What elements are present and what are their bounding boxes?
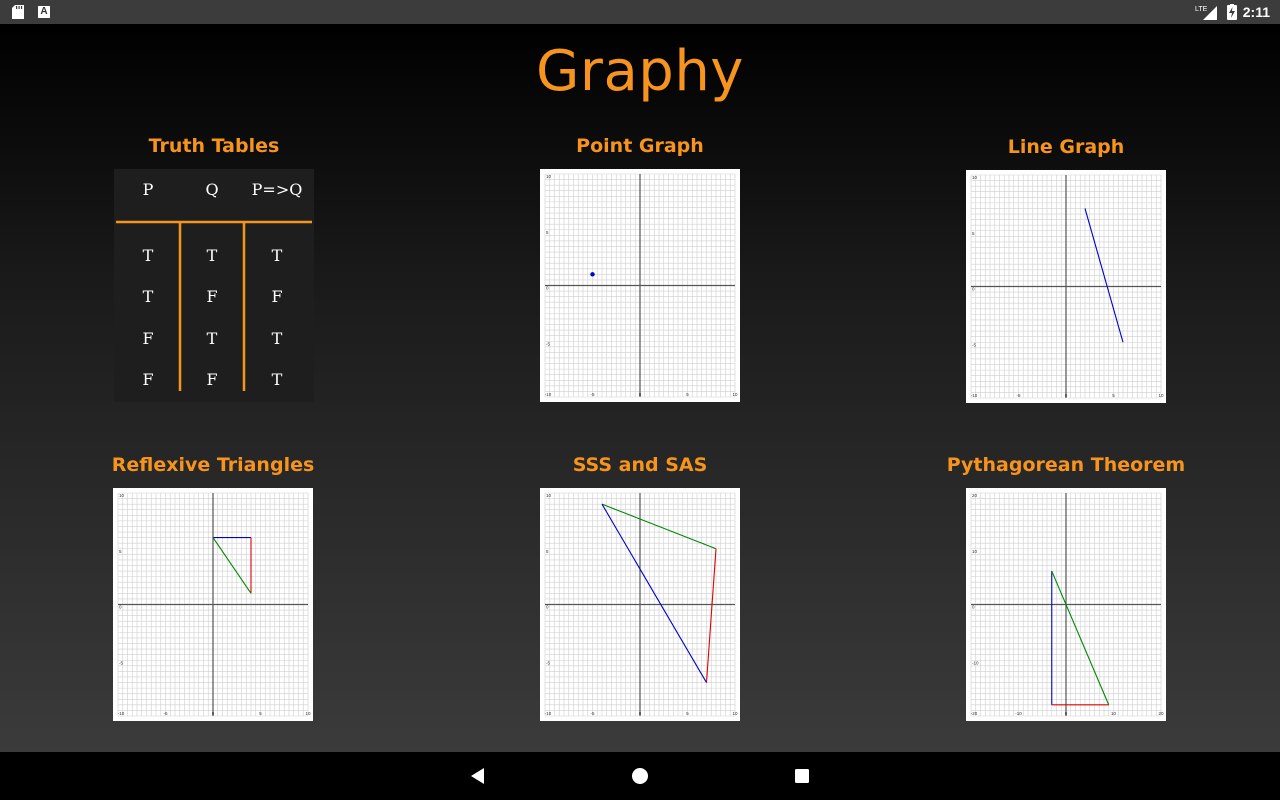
- graph-point: [590, 272, 595, 277]
- truth-table-cell: T: [143, 287, 154, 306]
- truth-table-cell: T: [207, 246, 218, 265]
- x-tick-label: -5: [590, 711, 594, 716]
- y-tick-label: -5: [119, 660, 123, 665]
- y-tick-label: -5: [546, 341, 550, 346]
- truth-table-cell: F: [271, 287, 282, 306]
- y-tick-label: -5: [972, 342, 976, 347]
- signal-icon: LTE: [1195, 6, 1217, 20]
- tile-pythagorean-theorem[interactable]: Pythagorean Theorem -20 -10 -10 0 0 10 10 20 20: [936, 454, 1196, 721]
- tile-label: Point Graph: [576, 135, 704, 157]
- svg-text:LTE: LTE: [1195, 6, 1208, 13]
- triangle-side: [212, 537, 252, 594]
- y-tick-label: 0: [972, 605, 975, 610]
- point-graph-thumbnail: -10 -5 -5 0 0 5 5 10 10: [540, 169, 740, 402]
- sd-card-icon: [12, 5, 24, 19]
- tile-label: Reflexive Triangles: [111, 454, 315, 476]
- truth-table-cell: T: [143, 246, 154, 265]
- y-tick-label: 5: [546, 230, 549, 235]
- y-tick-label: -5: [546, 660, 550, 665]
- truth-table-cell: F: [206, 370, 217, 389]
- tile-label: SSS and SAS: [572, 454, 708, 476]
- home-button[interactable]: [630, 766, 650, 786]
- x-tick-label: 0: [1065, 711, 1068, 716]
- graph-line-segment: [1084, 208, 1124, 343]
- sss-sas-thumbnail: -10 -5 -5 0 0 5 5 10 10: [540, 488, 740, 721]
- y-tick-label: 5: [546, 549, 549, 554]
- x-tick-label: 10: [1158, 393, 1164, 398]
- x-tick-label: -5: [163, 711, 167, 716]
- triangle-side: [601, 503, 707, 683]
- truth-table-header: Q: [205, 180, 218, 199]
- y-tick-label: 0: [119, 605, 122, 610]
- tile-label: Pythagorean Theorem: [946, 454, 1186, 476]
- a-icon: A: [38, 6, 50, 18]
- truth-table-header: P=>Q: [252, 180, 303, 199]
- y-tick-label: 0: [546, 605, 549, 610]
- x-tick-label: -5: [590, 392, 594, 397]
- truth-table-cell: F: [142, 370, 153, 389]
- tile-sss-and-sas[interactable]: SSS and SAS -10 -5 -5 0 0 5 5 10 10: [510, 454, 770, 721]
- y-tick-label: 0: [546, 286, 549, 291]
- truth-table-cell: T: [272, 246, 283, 265]
- y-tick-label: 20: [972, 493, 978, 498]
- x-tick-label: -10: [545, 711, 552, 716]
- truth-table-cell: F: [206, 287, 217, 306]
- y-tick-label: 5: [972, 231, 975, 236]
- x-tick-label: 10: [732, 392, 738, 397]
- app-title: Graphy: [536, 39, 744, 104]
- y-tick-label: 10: [546, 493, 552, 498]
- x-tick-label: -20: [971, 711, 978, 716]
- x-tick-label: -5: [1016, 393, 1020, 398]
- tile-label: Truth Tables: [148, 135, 280, 157]
- pythagorean-theorem-thumbnail: -20 -10 -10 0 0 10 10 20 20: [966, 488, 1166, 721]
- y-tick-label: 10: [546, 174, 552, 179]
- y-tick-label: 10: [972, 175, 978, 180]
- x-tick-label: -10: [1015, 711, 1022, 716]
- x-tick-label: 0: [639, 392, 642, 397]
- y-tick-label: 5: [119, 549, 122, 554]
- x-tick-label: 10: [305, 711, 311, 716]
- tile-reflexive-triangles[interactable]: Reflexive Triangles -10 -5 -5 0 0 5 5 10 10: [83, 454, 343, 721]
- y-tick-label: 10: [119, 493, 125, 498]
- x-tick-label: 5: [686, 711, 689, 716]
- y-tick-label: 0: [972, 287, 975, 292]
- y-tick-label: 10: [972, 549, 978, 554]
- x-tick-label: 5: [686, 392, 689, 397]
- tile-truth-tables[interactable]: Truth Tables P Q P=>Q T T T T F F F T T …: [84, 135, 344, 402]
- x-tick-label: -10: [971, 393, 978, 398]
- y-tick-label: -10: [972, 660, 979, 665]
- triangle-side: [705, 548, 717, 683]
- x-tick-label: -10: [545, 392, 552, 397]
- clock: 2:11: [1242, 4, 1270, 20]
- truth-table-thumbnail: P Q P=>Q T T T T F F F T T F F T: [114, 169, 314, 402]
- x-tick-label: 10: [1111, 711, 1117, 716]
- tile-point-graph[interactable]: Point Graph -10 -5 -5 0 0 5 5 10 10: [510, 135, 770, 402]
- x-tick-label: 0: [639, 711, 642, 716]
- truth-table-cell: F: [142, 329, 153, 348]
- truth-table-cell: T: [207, 329, 218, 348]
- tile-label: Line Graph: [1007, 136, 1125, 158]
- triangle-side: [1051, 570, 1110, 706]
- recents-button[interactable]: [792, 766, 812, 786]
- triangle-side: [601, 503, 717, 550]
- x-tick-label: -10: [118, 711, 125, 716]
- x-tick-label: 0: [212, 711, 215, 716]
- x-tick-label: 5: [1112, 393, 1115, 398]
- battery-charging-icon: [1226, 4, 1237, 20]
- truth-table-background: [114, 169, 314, 402]
- status-bar: A LTE 2:11: [0, 0, 1280, 24]
- navigation-bar: [0, 752, 1280, 800]
- truth-table-cell: T: [272, 370, 283, 389]
- truth-table-cell: T: [272, 329, 283, 348]
- x-tick-label: 20: [1158, 711, 1164, 716]
- x-tick-label: 0: [1065, 393, 1068, 398]
- x-tick-label: 5: [259, 711, 262, 716]
- line-graph-thumbnail: -10 -5 -5 0 0 5 5 10 10: [966, 170, 1166, 403]
- main-screen: Graphy Truth Tables P Q P=>Q T T T T F F…: [0, 24, 1280, 752]
- tile-line-graph[interactable]: Line Graph -10 -5 -5 0 0 5 5 10 10: [936, 136, 1196, 403]
- x-tick-label: 10: [732, 711, 738, 716]
- back-button[interactable]: [468, 766, 488, 786]
- reflexive-triangles-thumbnail: -10 -5 -5 0 0 5 5 10 10: [113, 488, 313, 721]
- truth-table-header: P: [143, 180, 154, 199]
